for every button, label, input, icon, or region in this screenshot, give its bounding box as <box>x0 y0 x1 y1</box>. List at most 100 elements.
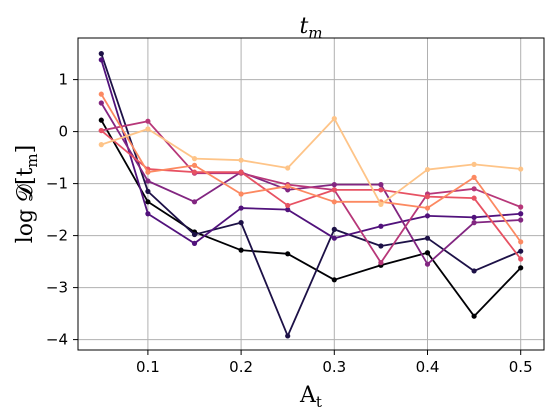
data-point <box>471 268 477 274</box>
data-point <box>424 261 431 267</box>
data-point <box>424 250 431 256</box>
x-tick-label: 0.3 <box>322 358 346 376</box>
data-point <box>145 178 151 184</box>
y-tick-label: −1 <box>46 175 68 193</box>
series-1 <box>98 117 524 319</box>
data-point <box>471 186 477 192</box>
data-point <box>471 214 477 220</box>
data-point <box>424 166 431 173</box>
data-point <box>285 165 291 171</box>
data-point <box>145 188 151 194</box>
series-5 <box>98 118 524 266</box>
y-axis-label: log 𝓓[tm] <box>13 145 41 243</box>
data-point <box>471 161 477 167</box>
data-point <box>191 199 198 205</box>
data-point <box>191 231 198 238</box>
series-7 <box>98 91 524 245</box>
data-point <box>238 157 244 163</box>
data-point <box>285 187 291 193</box>
data-point <box>518 204 524 210</box>
data-point <box>238 169 244 175</box>
data-point <box>518 256 524 262</box>
data-point <box>518 248 524 254</box>
data-point <box>378 260 384 266</box>
data-point <box>378 223 384 229</box>
data-point <box>378 243 384 249</box>
data-point <box>98 127 104 134</box>
series-3 <box>98 57 524 246</box>
data-point <box>98 142 104 148</box>
data-point <box>518 239 524 245</box>
data-point <box>285 251 291 257</box>
data-point <box>98 51 104 57</box>
data-point <box>378 201 384 207</box>
y-tick-label: 0 <box>58 123 68 141</box>
x-tick-label: 0.2 <box>229 358 253 376</box>
series-line <box>100 93 522 243</box>
data-point <box>145 126 151 132</box>
y-tick-label: −2 <box>46 227 68 245</box>
data-point <box>518 217 524 223</box>
data-point <box>378 182 384 188</box>
data-point <box>424 213 431 219</box>
data-point <box>471 220 477 226</box>
data-point <box>191 240 198 246</box>
series-line <box>100 129 522 260</box>
series-2 <box>98 51 524 339</box>
data-point <box>191 169 198 175</box>
data-point <box>145 199 151 205</box>
data-point <box>238 220 244 226</box>
x-tick-label: 0.1 <box>136 358 160 376</box>
data-point <box>471 174 477 180</box>
data-point <box>518 166 524 172</box>
data-point <box>331 182 337 188</box>
data-point <box>285 207 291 213</box>
data-point <box>145 118 151 124</box>
data-point <box>98 57 104 63</box>
data-point <box>331 235 337 241</box>
series-line <box>100 53 522 337</box>
chart-title: tm <box>299 14 322 42</box>
data-point <box>424 205 431 211</box>
data-point <box>331 277 337 283</box>
data-point <box>471 313 477 319</box>
y-tick-label: 1 <box>58 71 68 89</box>
data-point <box>378 187 384 193</box>
data-point <box>331 226 337 232</box>
y-tick-label: −3 <box>46 279 68 297</box>
data-point <box>331 116 337 122</box>
series-line <box>100 119 522 318</box>
series-line <box>101 117 521 206</box>
data-point <box>424 194 431 200</box>
data-point <box>285 183 291 189</box>
data-point <box>518 211 524 217</box>
series-8 <box>98 116 524 207</box>
data-point <box>285 202 291 209</box>
series-line <box>100 59 521 245</box>
data-point <box>191 156 198 162</box>
data-point <box>238 205 244 211</box>
ticks: 0.1 0.2 0.3 0.4 0.5 1 0 −1 −2 −3 −4 <box>46 71 533 376</box>
x-axis-label: At <box>299 383 322 411</box>
data-point <box>191 162 198 168</box>
x-tick-label: 0.5 <box>509 358 533 376</box>
plot-frame <box>77 37 545 351</box>
data-point <box>331 199 337 205</box>
data-point <box>98 100 104 106</box>
data-point <box>98 91 104 97</box>
y-tick-label: −4 <box>46 331 68 349</box>
data-point <box>331 187 337 193</box>
data-point <box>424 235 431 241</box>
series-line <box>101 120 522 264</box>
data-point <box>238 247 244 253</box>
data-point <box>471 195 477 201</box>
data-point <box>518 265 524 271</box>
data-point <box>238 191 244 197</box>
grid <box>78 38 544 350</box>
data-point <box>98 117 104 123</box>
data-point <box>285 333 291 339</box>
x-tick-label: 0.4 <box>416 358 440 376</box>
data-point <box>145 169 151 175</box>
data-point <box>145 211 151 217</box>
